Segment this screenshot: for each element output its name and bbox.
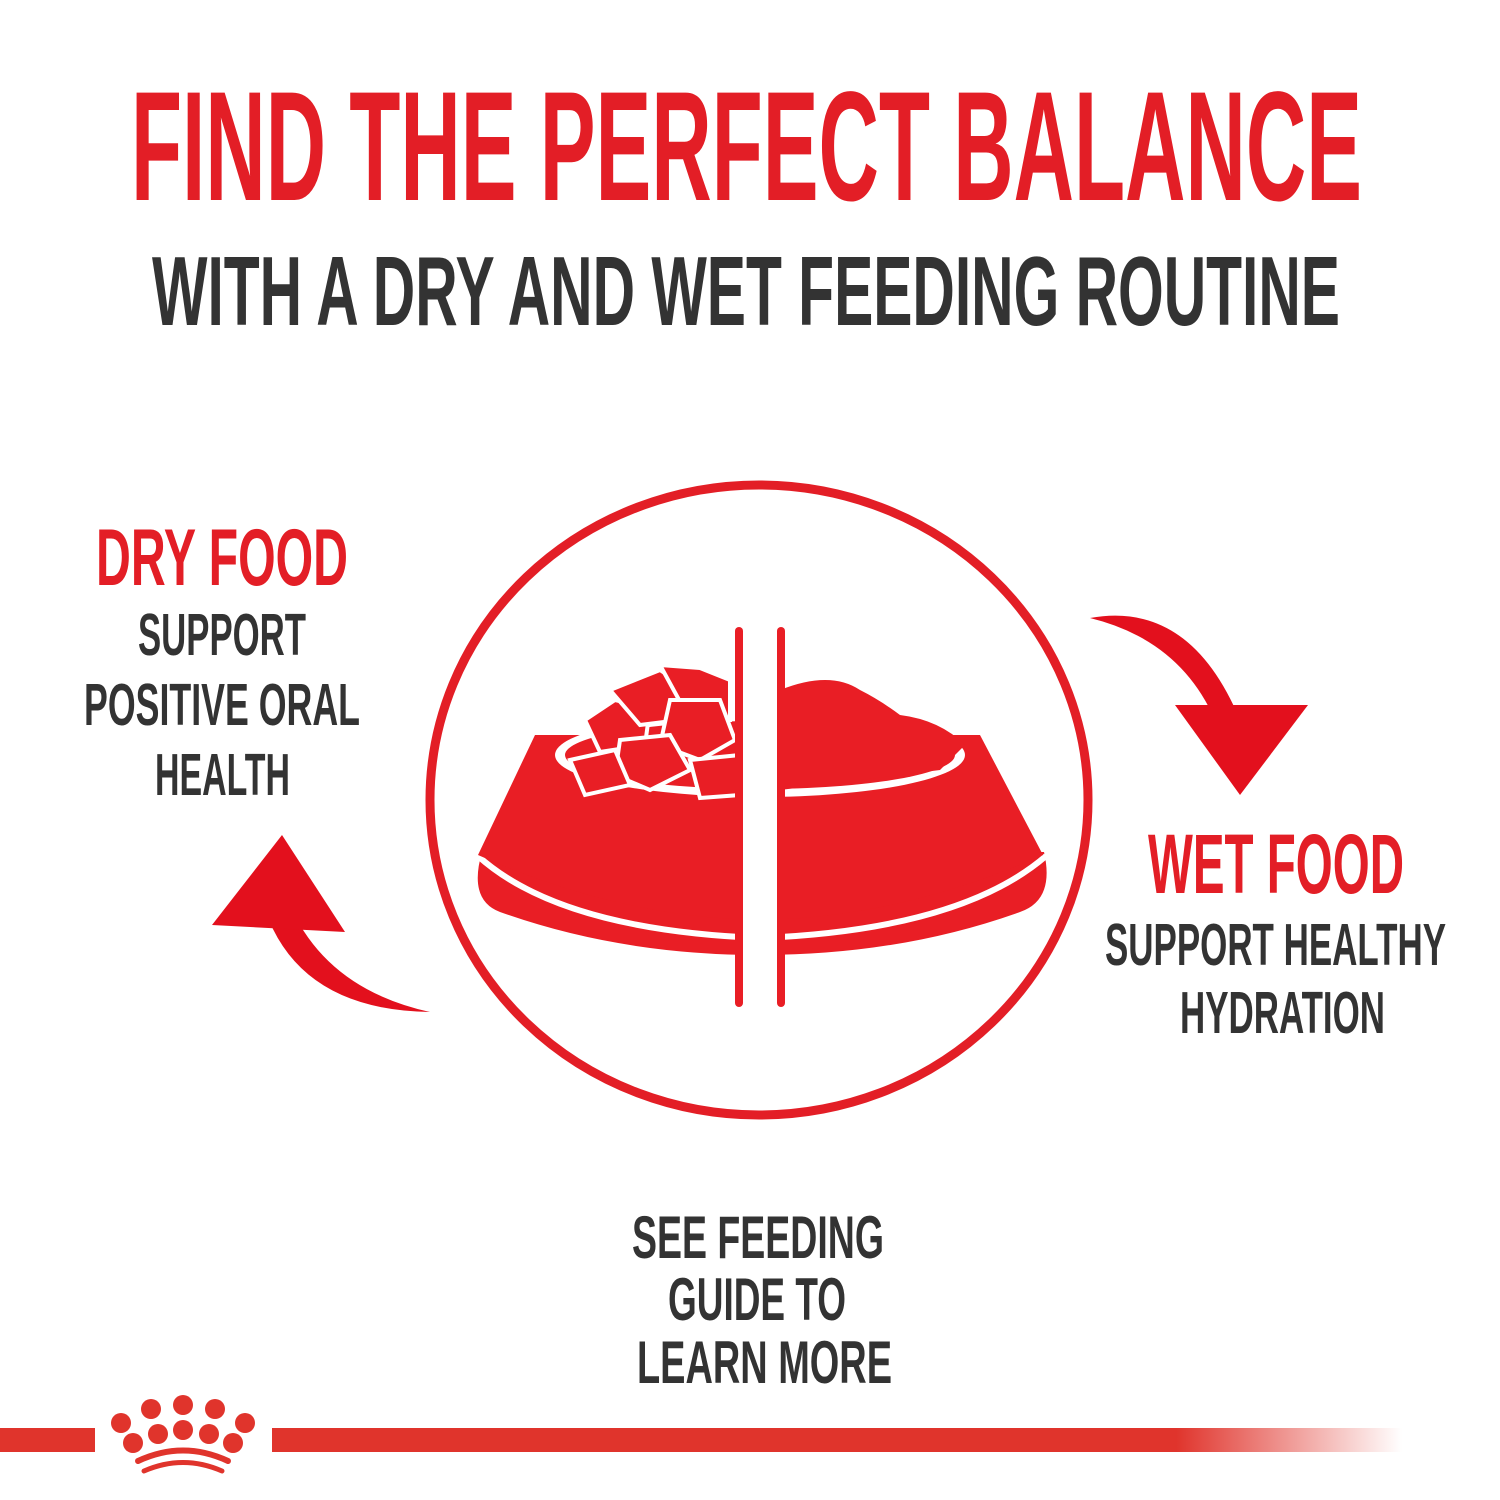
curved-arrow-down-icon: [1090, 615, 1308, 795]
dry-food-line: POSITIVE ORAL: [84, 672, 360, 738]
brand-footer: [0, 1395, 1402, 1474]
page-title: FIND THE PERFECT BALANCE: [131, 60, 1362, 234]
feeding-guide-note: SEE FEEDING GUIDE TO LEARN MORE: [632, 1204, 892, 1396]
page-subtitle: WITH A DRY AND WET FEEDING ROUTINE: [152, 236, 1340, 346]
dry-food-section: DRY FOOD SUPPORT POSITIVE ORAL HEALTH: [84, 513, 360, 808]
dry-food-line: SUPPORT: [138, 602, 306, 668]
note-line: SEE FEEDING: [632, 1204, 884, 1271]
note-line: LEARN MORE: [637, 1329, 892, 1396]
note-line: GUIDE TO: [668, 1266, 846, 1333]
wet-food-line: SUPPORT HEALTHY: [1105, 912, 1446, 978]
dry-food-heading: DRY FOOD: [96, 513, 348, 603]
crown-logo: [111, 1395, 255, 1474]
wet-food-heading: WET FOOD: [1148, 817, 1404, 911]
wet-food-section: WET FOOD SUPPORT HEALTHY HYDRATION: [1105, 817, 1446, 1046]
wet-food-line: HYDRATION: [1180, 980, 1385, 1046]
dry-food-line: HEALTH: [155, 742, 290, 808]
split-food-bowl-icon: [425, 480, 1093, 1120]
curved-arrow-up-icon: [212, 835, 430, 1012]
